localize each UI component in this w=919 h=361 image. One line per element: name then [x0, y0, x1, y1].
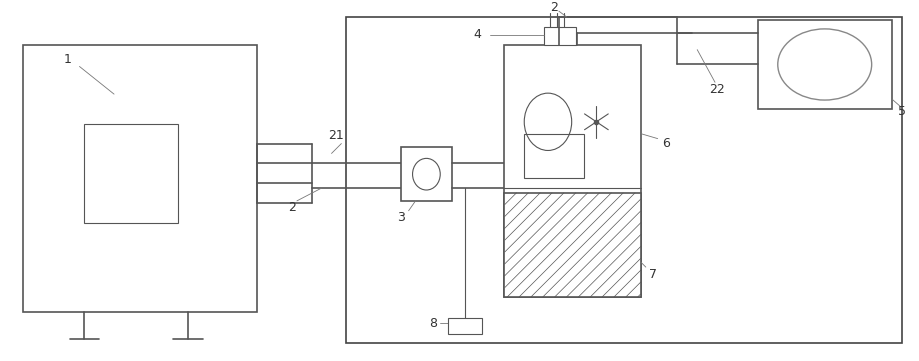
Text: 6: 6	[661, 137, 669, 150]
Text: 7: 7	[648, 268, 656, 280]
Text: 2: 2	[288, 201, 296, 214]
Text: 1: 1	[63, 53, 72, 66]
Bar	[524, 134, 583, 178]
Text: 5: 5	[897, 105, 905, 118]
Bar	[504, 193, 641, 297]
Text: 4: 4	[473, 28, 482, 41]
Text: 3: 3	[396, 211, 404, 224]
Bar	[448, 318, 482, 334]
Bar	[543, 27, 575, 45]
Text: 8: 8	[429, 317, 437, 330]
Text: 2: 2	[550, 1, 557, 14]
Bar	[346, 17, 901, 343]
Bar	[85, 124, 178, 223]
Bar	[401, 147, 451, 201]
Bar	[757, 20, 891, 109]
Text: 22: 22	[709, 83, 724, 96]
Bar	[504, 45, 641, 297]
Text: 21: 21	[328, 129, 344, 142]
Bar	[23, 45, 257, 312]
